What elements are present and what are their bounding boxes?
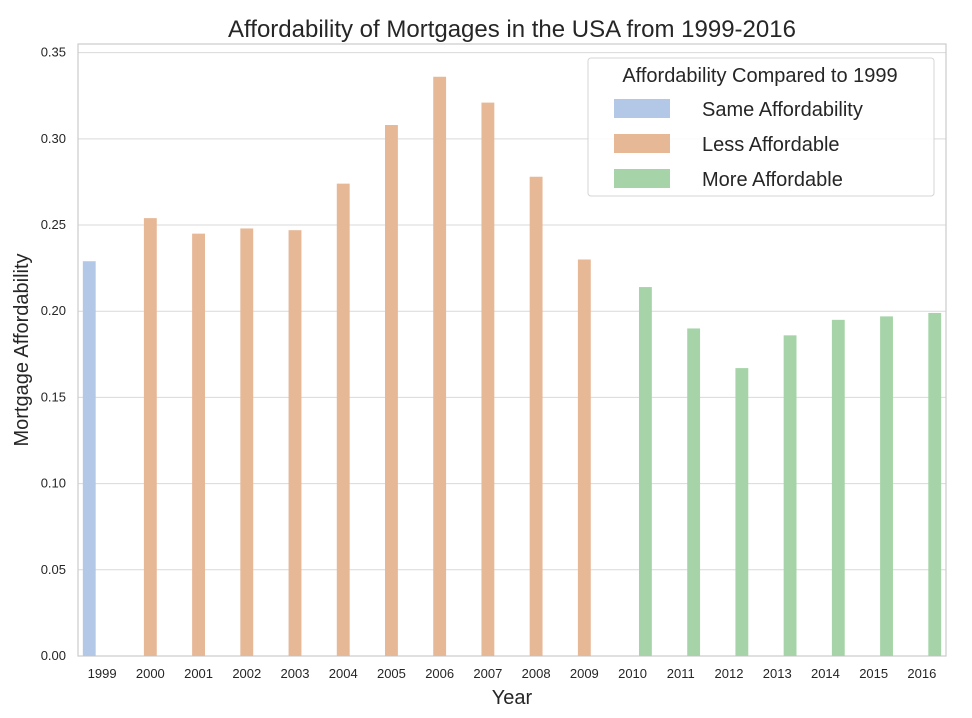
legend: Affordability Compared to 1999 Same Affo… — [587, 57, 935, 197]
x-tick-label: 2009 — [570, 666, 599, 681]
x-tick-label: 2000 — [136, 666, 165, 681]
x-tick-label: 2016 — [907, 666, 936, 681]
y-tick-label: 0.10 — [41, 476, 66, 491]
x-tick-labels: 1999 2000 2001 2002 2003 2004 2005 2006 2007 2008… — [88, 666, 937, 681]
bar-2000 — [143, 218, 157, 656]
bar-2007 — [481, 102, 495, 657]
y-tick-label: 0.20 — [41, 303, 66, 318]
bar-2010 — [638, 287, 652, 656]
bar-2014 — [831, 319, 845, 656]
plot-frame — [77, 43, 947, 657]
x-axis-label: Year — [492, 687, 533, 709]
x-tick-label: 2015 — [859, 666, 888, 681]
legend-label: Same Affordability — [702, 99, 863, 121]
bar-2006 — [433, 76, 447, 656]
legend-title: Affordability Compared to 1999 — [622, 65, 897, 87]
x-tick-label: 2004 — [329, 666, 358, 681]
bar-2003 — [288, 230, 302, 656]
legend-swatch — [614, 134, 670, 153]
bar-2012 — [735, 368, 749, 656]
legend-swatch — [614, 169, 670, 188]
y-tick-label: 0.30 — [41, 131, 66, 146]
legend-label: Less Affordable — [702, 134, 840, 156]
y-tick-label: 0.35 — [41, 45, 66, 60]
bar-2013 — [783, 335, 797, 656]
y-tick-label: 0.15 — [41, 389, 66, 404]
legend-swatch — [614, 99, 670, 118]
x-tick-label: 2008 — [522, 666, 551, 681]
bars — [82, 76, 942, 657]
y-axis-label: Mortgage Affordability — [11, 253, 33, 446]
x-tick-label: 2003 — [281, 666, 310, 681]
legend-box — [587, 57, 935, 197]
bar-2004 — [336, 183, 350, 656]
x-tick-label: 2007 — [473, 666, 502, 681]
bar-2005 — [385, 125, 398, 657]
x-tick-label: 2010 — [618, 666, 647, 681]
bar-2002 — [240, 228, 254, 656]
x-tick-label: 1999 — [88, 666, 117, 681]
x-tick-label: 2001 — [184, 666, 213, 681]
x-tick-label: 2005 — [377, 666, 406, 681]
x-tick-label: 2013 — [763, 666, 792, 681]
bar-2009 — [577, 259, 591, 656]
gridlines — [78, 52, 946, 657]
x-tick-label: 2011 — [667, 666, 695, 681]
x-tick-label: 2006 — [425, 666, 454, 681]
y-tick-label: 0.00 — [41, 648, 66, 663]
bar-2008 — [529, 176, 543, 657]
x-tick-label: 2012 — [715, 666, 744, 681]
legend-items: Same Affordability Less Affordable More Af… — [614, 99, 863, 191]
x-tick-label: 2002 — [232, 666, 261, 681]
bar-2016 — [928, 312, 942, 656]
bar-1999 — [82, 261, 96, 656]
y-tick-label: 0.25 — [41, 217, 66, 232]
chart-title: Affordability of Mortgages in the USA fr… — [228, 16, 796, 43]
bar-2001 — [192, 233, 205, 657]
legend-label: More Affordable — [702, 169, 843, 191]
y-tick-label: 0.05 — [41, 562, 66, 577]
x-tick-label: 2014 — [811, 666, 840, 681]
bar-2011 — [687, 328, 701, 656]
y-tick-labels: 0.00 0.05 0.10 0.15 0.20 0.25 0.30 0.35 — [41, 45, 66, 663]
bar-2015 — [880, 316, 893, 656]
